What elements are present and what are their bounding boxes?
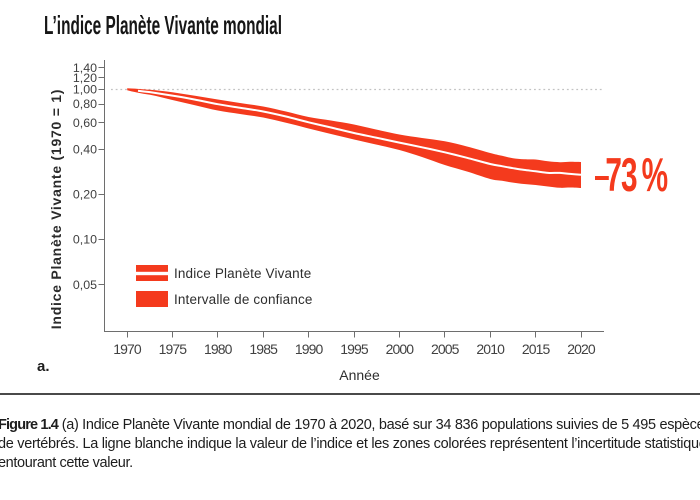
svg-text:0,20: 0,20	[73, 188, 97, 202]
svg-text:Indice Planète Vivante: Indice Planète Vivante	[174, 266, 311, 281]
svg-text:1980: 1980	[204, 341, 233, 357]
svg-text:1975: 1975	[159, 341, 188, 357]
svg-text:1995: 1995	[340, 341, 369, 357]
svg-text:0,60: 0,60	[73, 116, 97, 130]
svg-text:0,80: 0,80	[73, 97, 97, 111]
svg-text:0,10: 0,10	[73, 233, 97, 247]
svg-text:1,20: 1,20	[73, 71, 97, 85]
svg-text:0,40: 0,40	[73, 142, 97, 156]
svg-text:2010: 2010	[476, 341, 505, 357]
svg-text:0,05: 0,05	[73, 278, 97, 292]
svg-text:2020: 2020	[567, 341, 596, 357]
svg-text:1990: 1990	[295, 341, 324, 357]
svg-text:Intervalle de confiance: Intervalle de confiance	[174, 292, 313, 307]
svg-text:2000: 2000	[386, 341, 415, 357]
svg-text:2005: 2005	[431, 341, 460, 357]
svg-text:1,00: 1,00	[73, 83, 97, 97]
svg-text:2015: 2015	[522, 341, 551, 357]
svg-text:1,40: 1,40	[73, 61, 97, 75]
svg-text:Année: Année	[339, 367, 380, 383]
svg-text:1985: 1985	[249, 341, 278, 357]
svg-text:a.: a.	[37, 358, 50, 375]
svg-text:1970: 1970	[113, 341, 142, 357]
